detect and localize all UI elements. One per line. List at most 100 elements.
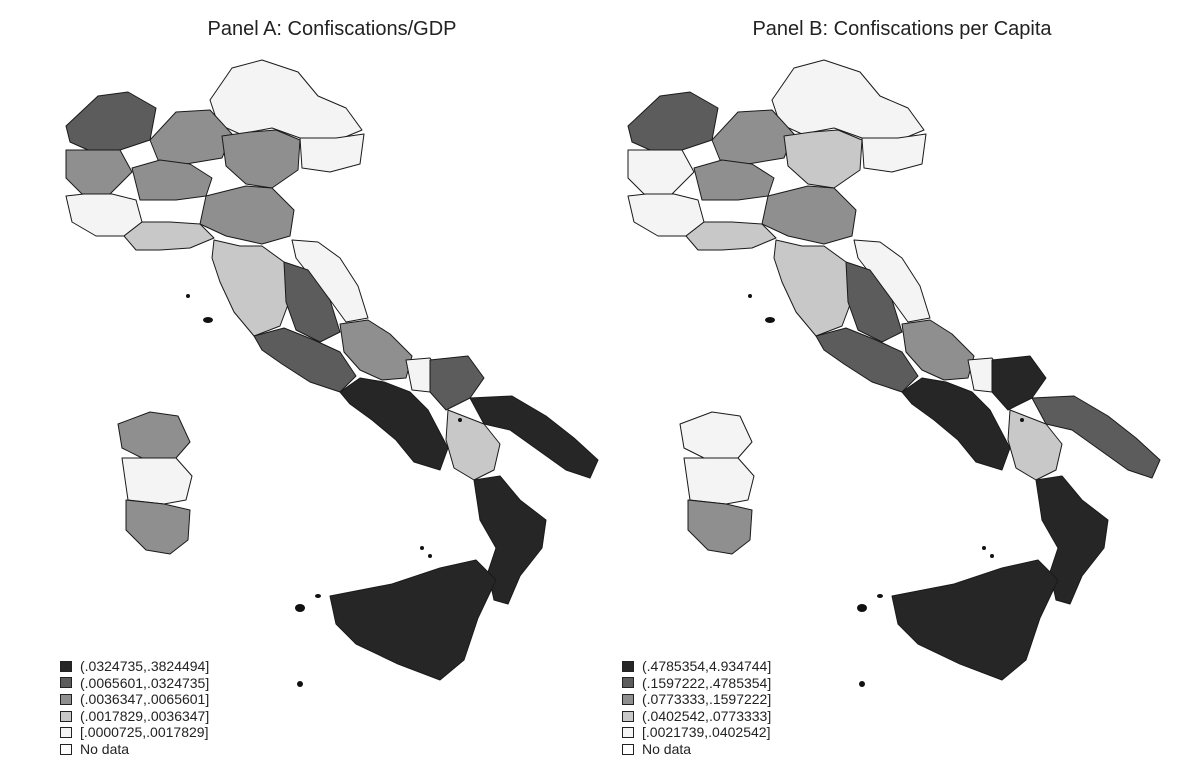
- legend-item: [.0021739,.0402542]: [622, 724, 771, 741]
- legend-label: (.4785354,4.934744]: [642, 658, 772, 674]
- region-lombardy-south: [693, 159, 775, 201]
- panel-a: Panel A: Confiscations/GDP (.0324735,.38…: [60, 18, 599, 758]
- legend-swatch: [60, 660, 72, 672]
- region-piedmont-south: [65, 193, 143, 237]
- region-veneto: [783, 129, 863, 189]
- small-island: [420, 546, 424, 550]
- region-basilicata: [445, 409, 501, 481]
- region-abruzzo: [901, 319, 975, 381]
- region-northwest: [627, 91, 719, 151]
- legend-item: (.0017829,.0036347]: [60, 708, 209, 725]
- region-emilia: [761, 185, 857, 245]
- region-basilicata: [1007, 409, 1063, 481]
- region-liguria: [123, 221, 215, 251]
- region-calabria: [1035, 475, 1109, 605]
- legend-swatch: [622, 743, 634, 755]
- region-tuscany: [211, 239, 293, 337]
- legend-swatch: [60, 727, 72, 739]
- small-island: [765, 317, 775, 323]
- region-piedmont-south: [627, 193, 705, 237]
- small-island: [877, 594, 883, 598]
- legend-label: No data: [80, 740, 130, 757]
- small-island: [315, 594, 321, 598]
- region-sicily: [891, 559, 1059, 681]
- legend-label: [.0000725,.0017829]: [80, 724, 209, 741]
- region-northwest-lower: [65, 149, 133, 195]
- legend-label: (.0065601,.0324735]: [80, 674, 210, 691]
- legend-swatch: [622, 677, 634, 689]
- region-campania: [901, 377, 1011, 471]
- panel-b: Panel B: Confiscations per Capita (.4785…: [600, 0, 1200, 776]
- region-friuli: [299, 133, 365, 173]
- legend: (.0324735,.3824494] (.0065601,.0324735] (.…: [60, 658, 209, 758]
- region-lazio-south: [815, 327, 919, 393]
- legend-swatch: [60, 710, 72, 722]
- region-sardinia-mid: [121, 457, 193, 505]
- legend-swatch: [60, 677, 72, 689]
- legend-item: (.0402542,.0773333]: [622, 708, 771, 725]
- region-sardinia-north: [679, 411, 753, 459]
- legend-label: (.0402542,.0773333]: [642, 707, 772, 724]
- legend-label: [.0021739,.0402542]: [642, 724, 771, 741]
- legend-item: (.0324735,.3824494]: [60, 658, 209, 675]
- small-island: [982, 546, 986, 550]
- map-regions: [65, 59, 599, 687]
- legend-item: (.0036347,.0065601]: [60, 691, 209, 708]
- legend-swatch: [60, 693, 72, 705]
- region-umbria-lazio-north: [845, 261, 903, 343]
- region-sardinia-south: [125, 499, 191, 555]
- region-apulia-south: [469, 395, 599, 479]
- panel-title: Panel B: Confiscations per Capita: [752, 18, 1052, 40]
- region-northwest: [65, 91, 157, 151]
- region-veneto: [221, 129, 301, 189]
- small-island: [186, 294, 190, 298]
- region-calabria: [473, 475, 547, 605]
- region-marche: [291, 239, 369, 323]
- italy-choropleth-map: [65, 59, 599, 687]
- small-island: [428, 554, 432, 558]
- region-lazio-south: [253, 327, 357, 393]
- region-sardinia-mid: [683, 457, 755, 505]
- region-sardinia-north: [117, 411, 191, 459]
- region-umbria-lazio-north: [283, 261, 341, 343]
- small-island: [859, 681, 865, 687]
- small-island: [748, 294, 752, 298]
- italy-choropleth-map: [627, 59, 1161, 687]
- region-sardinia-south: [687, 499, 753, 555]
- region-northwest-lower: [627, 149, 695, 195]
- legend-label: (.0017829,.0036347]: [80, 707, 210, 724]
- legend: (.4785354,4.934744] (.1597222,.4785354] (.…: [622, 658, 771, 758]
- region-abruzzo: [339, 319, 413, 381]
- small-island: [297, 681, 303, 687]
- region-sicily: [329, 559, 497, 681]
- map-regions: [627, 59, 1161, 687]
- legend-item: (.0065601,.0324735]: [60, 675, 209, 692]
- legend-item: (.1597222,.4785354]: [622, 675, 771, 692]
- legend-item: [.0000725,.0017829]: [60, 724, 209, 741]
- region-liguria: [685, 221, 777, 251]
- region-marche: [853, 239, 931, 323]
- legend-label: No data: [642, 740, 692, 757]
- legend-item: (.0773333,.1597222]: [622, 691, 771, 708]
- small-island: [203, 317, 213, 323]
- legend-label: (.0324735,.3824494]: [80, 658, 210, 674]
- legend-label: (.0036347,.0065601]: [80, 691, 210, 708]
- legend-swatch: [60, 743, 72, 755]
- legend-item: (.4785354,4.934744]: [622, 658, 771, 675]
- region-apulia-south: [1031, 395, 1161, 479]
- legend-item: No data: [622, 741, 771, 758]
- region-alps-north: [771, 59, 925, 141]
- region-tuscany: [773, 239, 855, 337]
- legend-swatch: [622, 710, 634, 722]
- region-emilia: [199, 185, 295, 245]
- region-friuli: [861, 133, 927, 173]
- legend-label: (.1597222,.4785354]: [642, 674, 772, 691]
- legend-swatch: [622, 660, 634, 672]
- legend-swatch: [622, 727, 634, 739]
- small-island: [857, 604, 867, 612]
- region-campania: [339, 377, 449, 471]
- small-island: [990, 554, 994, 558]
- small-island: [295, 604, 305, 612]
- small-island: [458, 418, 462, 422]
- legend-item: No data: [60, 741, 209, 758]
